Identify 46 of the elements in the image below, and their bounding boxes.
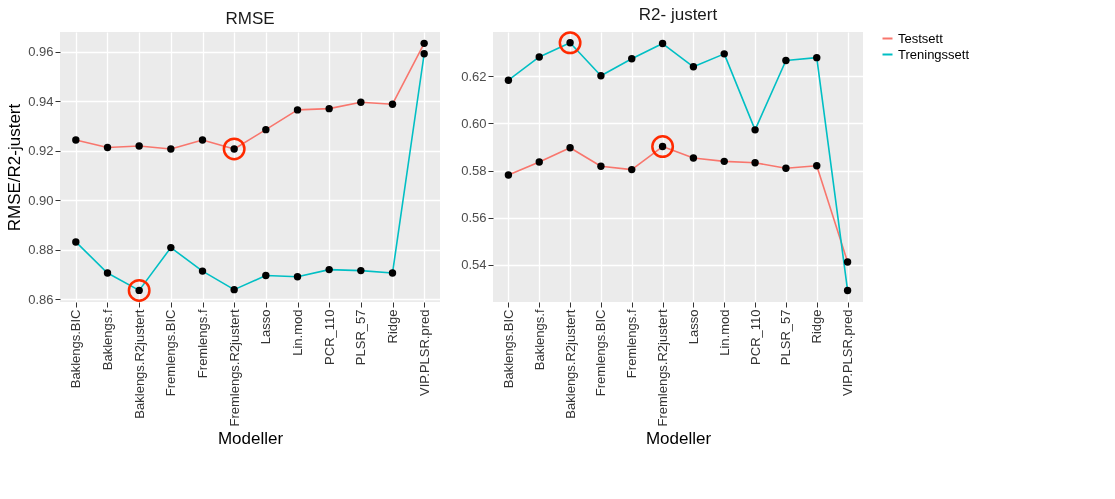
y-tick-label: 0.94 xyxy=(28,93,54,109)
y-tick-label: 0.92 xyxy=(28,143,54,159)
y-tick-label: 0.54 xyxy=(461,257,487,273)
x-tick-label: Baklengs.BIC xyxy=(68,309,84,389)
x-tick-label: Fremlengs.BIC xyxy=(163,309,179,397)
x-tick-label: PCR_110 xyxy=(321,309,337,365)
y-tick-label: 0.62 xyxy=(461,68,487,84)
y-tick-label: 0.56 xyxy=(461,210,487,226)
x-tick-label: VIP.PLSR.pred xyxy=(416,309,432,396)
legend-label: Treningssett xyxy=(898,46,970,62)
x-tick-label: Baklengs.BIC xyxy=(500,309,516,389)
point xyxy=(127,278,151,302)
x-tick-label: Fremlengs.R2justert xyxy=(226,309,242,427)
y-tick-label: 0.60 xyxy=(461,115,487,131)
point xyxy=(558,31,582,55)
x-tick-label: Fremlengs.f xyxy=(195,309,210,379)
x-tick-label: Lin.mod xyxy=(290,309,305,356)
x-tick-label: Baklengs.f xyxy=(531,309,547,371)
x-tick-label: PCR_110 xyxy=(747,309,763,365)
x-tick-label: PLSR_57 xyxy=(778,309,794,366)
x-tick-label: Fremlengs.BIC xyxy=(593,309,609,397)
x-axis-title: Modeller xyxy=(645,428,712,448)
x-tick-label: VIP.PLSR.pred xyxy=(840,309,856,396)
y-axis-title: RMSE/R2-justert xyxy=(5,103,25,232)
x-tick-label: Baklengs.R2justert xyxy=(562,309,578,419)
legend-label: Testsett xyxy=(898,30,944,46)
y-tick-label: 0.86 xyxy=(28,291,54,307)
x-tick-label: Lasso xyxy=(685,309,701,345)
x-tick-label: Ridge xyxy=(385,309,400,344)
x-tick-label: Baklengs.f xyxy=(100,309,115,371)
x-axis-title: Modeller xyxy=(217,428,284,448)
x-tick-label: Fremlengs.R2justert xyxy=(655,309,671,427)
y-tick-label: 0.90 xyxy=(28,192,54,208)
x-tick-label: Baklengs.R2justert xyxy=(131,309,147,419)
x-tick-label: Fremlengs.f xyxy=(624,309,640,379)
x-tick-label: PLSR_57 xyxy=(353,309,369,366)
point xyxy=(651,135,675,159)
chart-title: R2- justert xyxy=(638,4,718,24)
y-tick-label: 0.58 xyxy=(461,163,487,179)
chart-title: RMSE xyxy=(225,9,275,28)
x-tick-label: Lin.mod xyxy=(716,309,732,356)
point xyxy=(222,137,246,161)
y-tick-label: 0.96 xyxy=(28,44,54,60)
y-tick-label: 0.88 xyxy=(28,242,54,258)
x-tick-label: Ridge xyxy=(809,309,825,344)
x-tick-label: Lasso xyxy=(258,309,274,345)
